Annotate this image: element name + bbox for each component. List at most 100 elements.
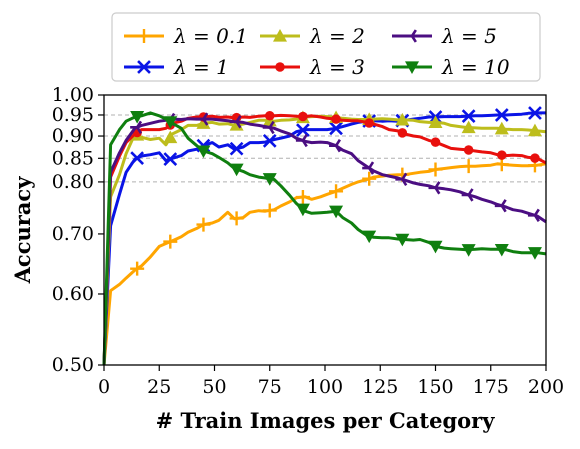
data-point xyxy=(331,114,341,124)
series-1 xyxy=(102,106,546,366)
series-5 xyxy=(102,111,547,366)
data-point xyxy=(405,29,417,43)
data-point xyxy=(461,120,476,134)
x-tick-label: 150 xyxy=(417,376,453,398)
y-tick-label: 0.90 xyxy=(52,125,94,147)
data-point xyxy=(461,109,476,123)
legend-label: λ = 10 xyxy=(441,55,510,79)
data-point xyxy=(494,121,509,135)
series-line xyxy=(102,162,547,366)
data-point xyxy=(229,115,242,129)
data-point xyxy=(428,181,441,195)
data-point xyxy=(364,118,374,128)
data-point xyxy=(264,111,275,121)
data-point xyxy=(428,115,443,129)
data-point xyxy=(428,240,443,254)
data-point xyxy=(196,116,211,129)
data-point xyxy=(262,203,277,218)
data-point xyxy=(527,247,542,260)
legend-item: λ = 10 xyxy=(392,55,510,79)
series-line xyxy=(102,117,547,366)
data-point xyxy=(137,60,151,74)
x-tick-label: 175 xyxy=(473,376,509,398)
legend-box xyxy=(111,12,541,82)
x-tick-label: 0 xyxy=(98,376,110,398)
series-line xyxy=(102,111,546,366)
y-axis: 0.50 0.60 0.70 0.800.850.900.951.00 xyxy=(52,84,104,376)
data-point xyxy=(196,145,211,159)
y-tick-label: 0.80 xyxy=(52,171,94,193)
legend-label: λ = 3 xyxy=(309,55,365,79)
data-point xyxy=(405,61,419,74)
data-point xyxy=(130,261,145,276)
legend-label: λ = 0.1 xyxy=(173,24,248,48)
data-point xyxy=(137,29,151,43)
data-point xyxy=(428,162,443,177)
x-tick-label: 25 xyxy=(147,376,171,398)
data-point xyxy=(229,163,244,177)
data-point xyxy=(362,161,375,175)
data-point xyxy=(329,139,341,153)
data-point xyxy=(295,133,308,148)
y-tick-label: 0.70 xyxy=(52,223,94,245)
x-tick-label: 75 xyxy=(258,376,282,398)
y-tick-label: 0.50 xyxy=(52,354,94,376)
data-point xyxy=(528,106,542,120)
legend-item: λ = 1 xyxy=(124,55,229,79)
data-point xyxy=(430,137,441,147)
data-point xyxy=(163,116,178,129)
data-point xyxy=(463,145,474,155)
legend: λ = 0.1 λ = 1 λ = 2 λ = 3 λ = 5 λ = 10 xyxy=(111,12,541,82)
legend-item: λ = 2 xyxy=(260,24,365,48)
x-axis: 0 25 50 75 100 125 150 175 200 xyxy=(98,365,564,398)
data-point xyxy=(295,203,310,217)
series-4 xyxy=(102,112,547,366)
legend-item: λ = 3 xyxy=(260,55,365,79)
series-layer xyxy=(102,106,547,366)
data-point xyxy=(163,234,178,249)
data-point xyxy=(497,150,507,160)
data-point xyxy=(229,211,244,226)
legend-label: λ = 5 xyxy=(441,24,497,48)
data-point xyxy=(494,108,509,122)
data-point xyxy=(329,184,344,199)
legend-label: λ = 2 xyxy=(309,24,365,48)
x-tick-label: 125 xyxy=(362,376,398,398)
legend-item: λ = 0.1 xyxy=(124,24,248,48)
y-tick-label: 0.85 xyxy=(52,147,94,169)
data-point xyxy=(196,112,209,126)
data-point xyxy=(163,152,178,166)
data-point xyxy=(461,188,474,202)
data-point xyxy=(229,141,244,156)
data-point xyxy=(494,243,509,257)
data-point xyxy=(262,120,275,135)
data-point xyxy=(196,217,211,232)
data-point xyxy=(397,128,408,138)
data-point xyxy=(262,173,277,186)
data-point xyxy=(494,199,507,213)
data-point xyxy=(130,111,145,124)
data-point xyxy=(329,205,344,219)
y-tick-label: 0.60 xyxy=(52,283,94,305)
data-point xyxy=(395,172,408,186)
x-tick-label: 50 xyxy=(202,376,226,398)
data-point xyxy=(329,121,343,136)
data-point xyxy=(275,62,285,72)
x-axis-title: # Train Images per Category xyxy=(156,408,496,433)
data-point xyxy=(362,230,377,244)
data-point xyxy=(362,171,377,186)
data-point xyxy=(298,111,308,122)
data-point xyxy=(295,190,310,205)
y-axis-title: Accuracy xyxy=(10,176,35,285)
x-tick-label: 200 xyxy=(528,376,564,398)
data-point xyxy=(163,130,178,144)
data-point xyxy=(461,244,476,257)
series-0 xyxy=(102,157,547,366)
data-point xyxy=(273,29,287,42)
data-point xyxy=(130,151,145,166)
data-point xyxy=(461,159,476,174)
data-point xyxy=(527,208,540,222)
data-point xyxy=(262,133,277,148)
data-point xyxy=(395,112,410,126)
